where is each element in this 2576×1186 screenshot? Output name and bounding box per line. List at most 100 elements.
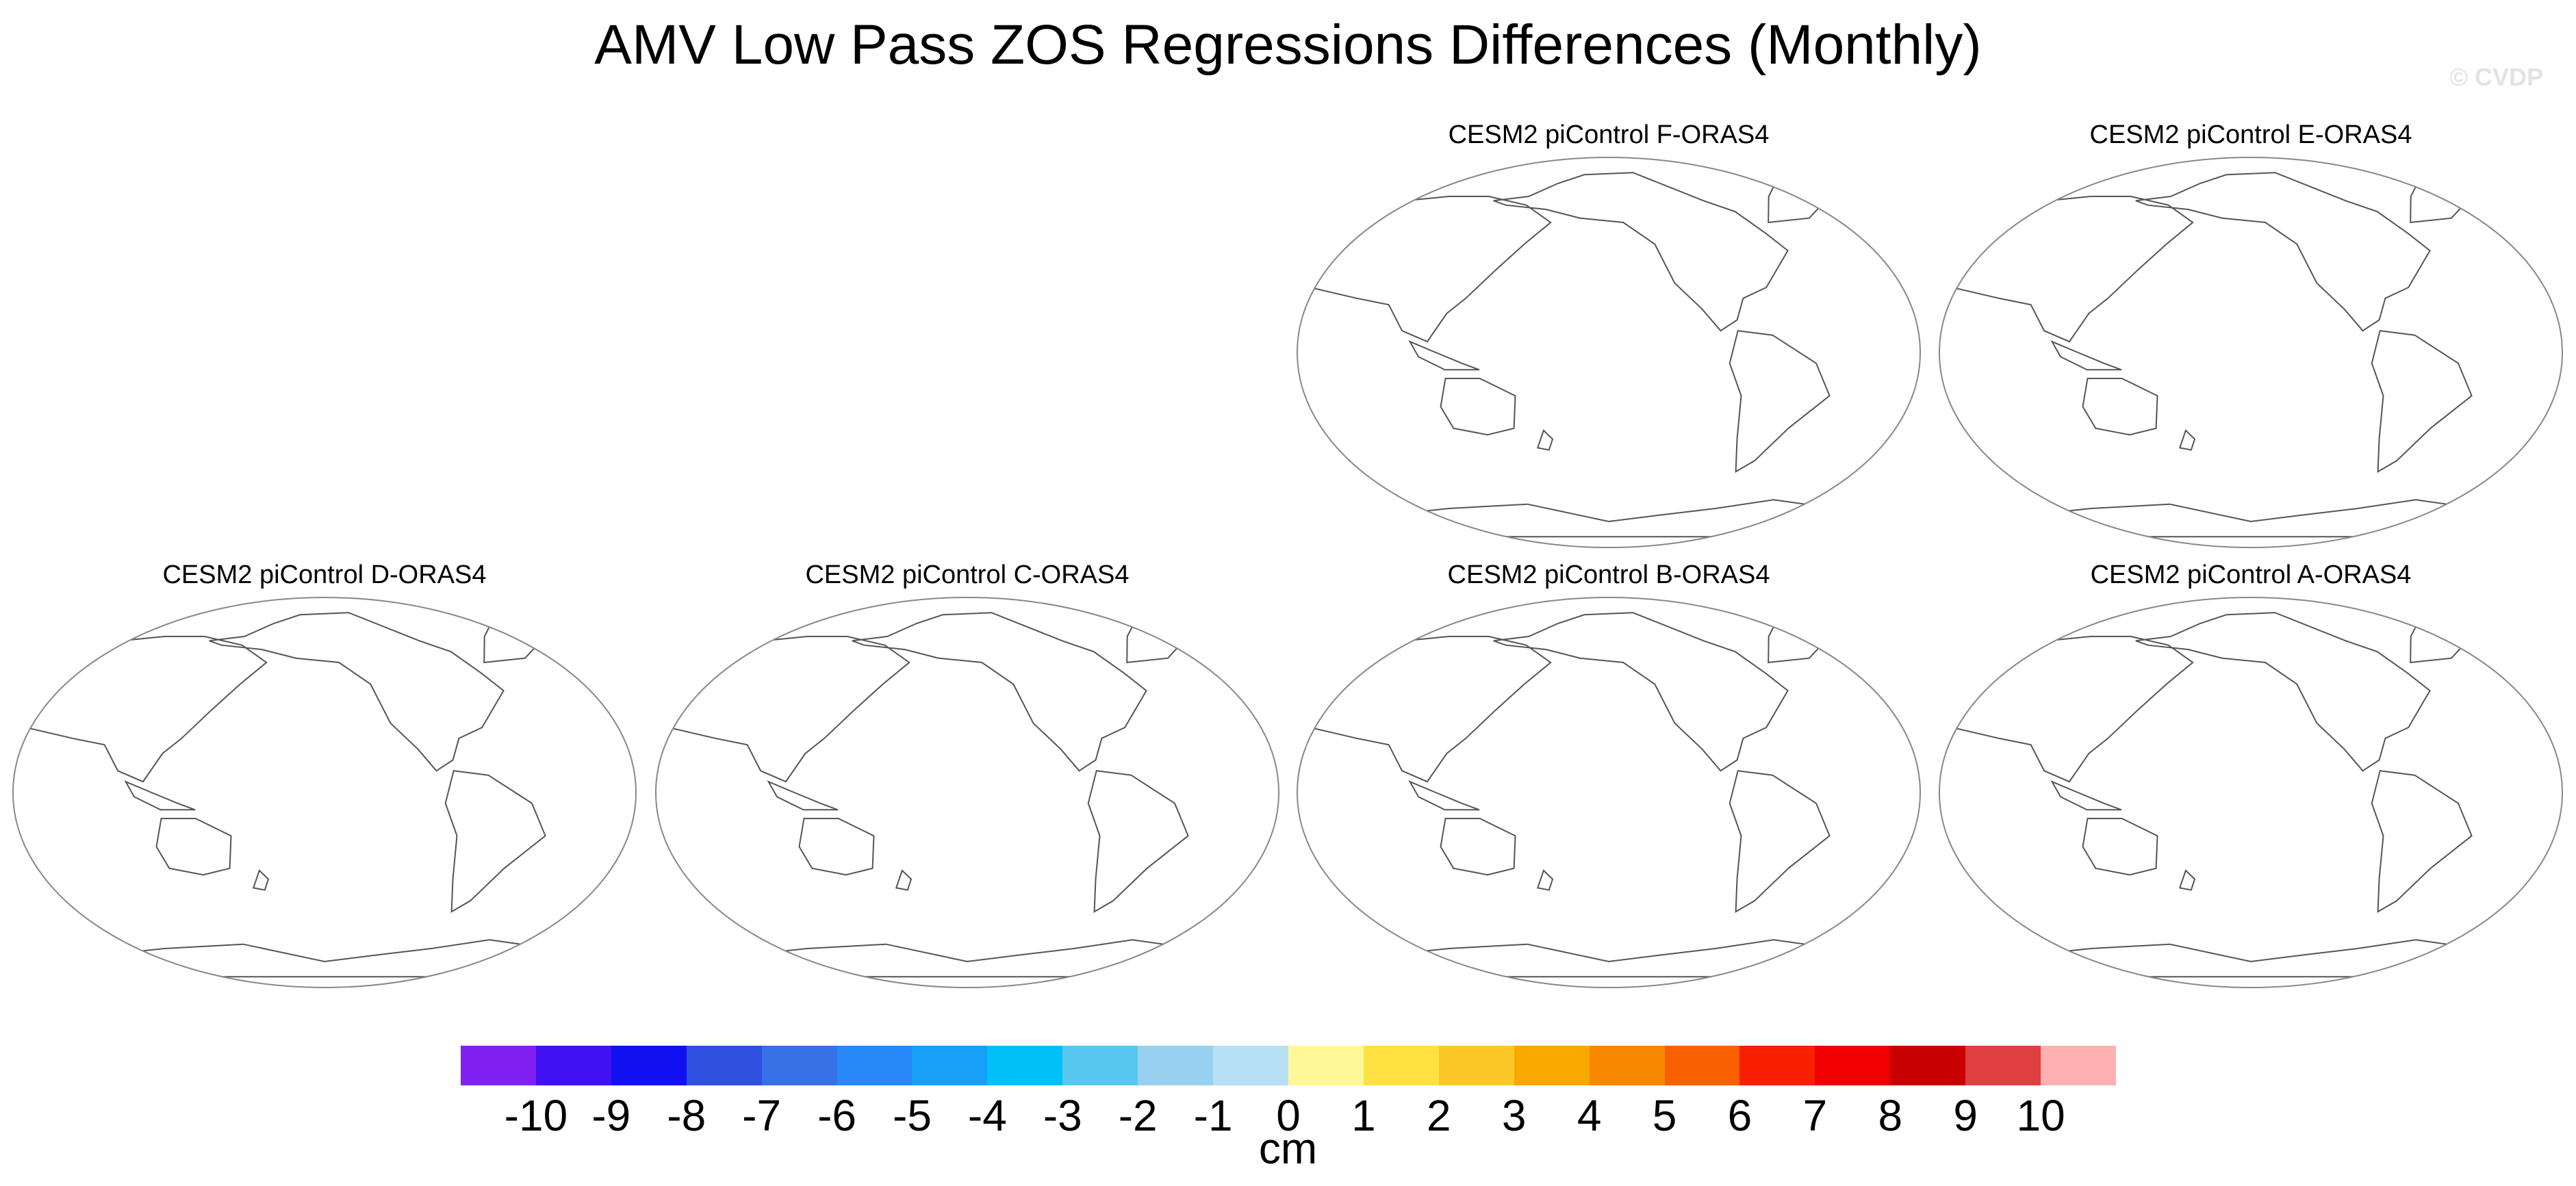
coastline-australia (1440, 378, 1516, 436)
coastline-eurasia (25, 636, 268, 783)
colorbar-tick-label: 4 (1577, 1091, 1602, 1140)
map-border (12, 597, 637, 988)
colorbar-swatch (461, 1046, 536, 1085)
colorbar-tick-label: -8 (667, 1091, 706, 1140)
map-panel: CESM2 piControl D-ORAS4 (10, 560, 639, 998)
colorbar-swatch (761, 1046, 837, 1085)
colorbar-swatch (1664, 1046, 1740, 1085)
colorbar-tick-label: -4 (967, 1091, 1007, 1140)
colorbar (461, 1046, 2116, 1085)
coastline-eurasia (1951, 636, 2194, 783)
coastline-maritime-continent (124, 780, 196, 811)
coastline-australia (155, 818, 232, 876)
colorbar-swatch (1890, 1046, 1966, 1085)
map-border (655, 597, 1279, 988)
globe-map (655, 597, 1279, 988)
colorbar-swatch (987, 1046, 1063, 1085)
globe-map (12, 597, 637, 988)
coastline-north-america (1493, 612, 1789, 772)
colorbar-swatch (837, 1046, 913, 1085)
colorbar-tick-label: -9 (591, 1091, 631, 1140)
globe-map (1297, 597, 1921, 988)
coastline-south-america (444, 770, 546, 913)
coastline-eurasia (1951, 196, 2194, 343)
colorbar-tick-label: -6 (817, 1091, 856, 1140)
coastline-australia (798, 818, 875, 876)
colorbar-tick-label: 9 (1953, 1091, 1978, 1140)
coastline-antarctica (745, 939, 1195, 978)
colorbar-swatch (1514, 1046, 1590, 1085)
coastline-new-zealand (2178, 429, 2196, 451)
map-panel: CESM2 piControl A-ORAS4 (1936, 560, 2566, 998)
coastline-new-zealand (1536, 429, 1554, 451)
colorbar-swatch (2041, 1046, 2116, 1085)
coastline-greenland (1768, 174, 1827, 224)
coastline-new-zealand (2178, 869, 2196, 891)
coastline-antarctica (102, 939, 552, 978)
coastline-greenland (1126, 614, 1186, 664)
globe-map (1939, 157, 2563, 548)
colorbar-tick-label: -7 (742, 1091, 782, 1140)
globe-map (1297, 157, 1921, 548)
coastline-greenland (1768, 614, 1827, 664)
map-panel: CESM2 piControl B-ORAS4 (1294, 560, 1924, 998)
map-panel: CESM2 piControl C-ORAS4 (652, 560, 1282, 998)
colorbar-tick-label: 2 (1427, 1091, 1451, 1140)
coastline-maritime-continent (2050, 780, 2122, 811)
coastline-new-zealand (252, 869, 270, 891)
colorbar-swatch (1062, 1046, 1138, 1085)
coastline-maritime-continent (1408, 340, 1480, 371)
colorbar-tick-label: 3 (1501, 1091, 1527, 1140)
coastline-south-america (2371, 770, 2473, 913)
map-border (1939, 597, 2563, 988)
colorbar-ticks: -10 -9 -8 -7 -6 -5 -4 -3 -2 -1 0 1 2 3 4 5 6 7 8 9 10 (0, 1088, 2576, 1150)
colorbar-tick-label: 7 (1802, 1091, 1828, 1140)
colorbar-tick-label: 1 (1351, 1091, 1376, 1140)
colorbar-tick-label: 0 (1276, 1091, 1301, 1140)
coastline-north-america (209, 612, 505, 772)
colorbar-swatch (1965, 1046, 2041, 1085)
panel-title: CESM2 piControl E-ORAS4 (2089, 120, 2412, 149)
coastline-north-america (852, 612, 1147, 772)
coastline-eurasia (1309, 196, 1552, 343)
colorbar-tick-label: 5 (1652, 1091, 1677, 1140)
colorbar-tick-label: 8 (1878, 1091, 1903, 1140)
colorbar-tick-label: -3 (1043, 1091, 1082, 1140)
figure-title: AMV Low Pass ZOS Regressions Differences… (594, 14, 1982, 76)
colorbar-swatch (1213, 1046, 1288, 1085)
coastline-antarctica (1386, 499, 1837, 538)
colorbar-tick-label: 10 (2016, 1091, 2065, 1140)
coastline-north-america (2135, 612, 2431, 772)
coastline-australia (2082, 818, 2158, 876)
panel-title: CESM2 piControl F-ORAS4 (1448, 120, 1770, 149)
colorbar-swatch (535, 1046, 611, 1085)
coastline-eurasia (667, 636, 910, 783)
panel-title: CESM2 piControl D-ORAS4 (162, 560, 487, 589)
map-border (1939, 157, 2563, 548)
colorbar-swatch (1739, 1046, 1815, 1085)
coastline-maritime-continent (1408, 780, 1480, 811)
coastline-greenland (2410, 614, 2469, 664)
colorbar-tick-label: -10 (504, 1091, 568, 1140)
colorbar-swatch (1363, 1046, 1439, 1085)
coastline-maritime-continent (2050, 340, 2122, 371)
coastline-antarctica (1386, 939, 1837, 978)
coastline-north-america (2135, 172, 2431, 332)
coastline-greenland (483, 614, 543, 664)
coastline-north-america (1493, 172, 1789, 332)
coastline-australia (2082, 378, 2158, 436)
coastline-antarctica (2028, 939, 2479, 978)
colorbar-swatch (912, 1046, 988, 1085)
colorbar-swatch (1815, 1046, 1891, 1085)
colorbar-tick-label: 6 (1727, 1091, 1752, 1140)
cvdp-watermark: © CVDP (2449, 63, 2543, 91)
colorbar-swatch (611, 1046, 687, 1085)
coastline-eurasia (1309, 636, 1552, 783)
panel-title: CESM2 piControl C-ORAS4 (805, 560, 1130, 589)
coastline-maritime-continent (767, 780, 839, 811)
coastline-south-america (1087, 770, 1189, 913)
colorbar-swatch (1138, 1046, 1214, 1085)
map-panel: CESM2 piControl E-ORAS4 (1936, 120, 2566, 558)
colorbar-swatch (686, 1046, 762, 1085)
colorbar-swatch (1438, 1046, 1514, 1085)
